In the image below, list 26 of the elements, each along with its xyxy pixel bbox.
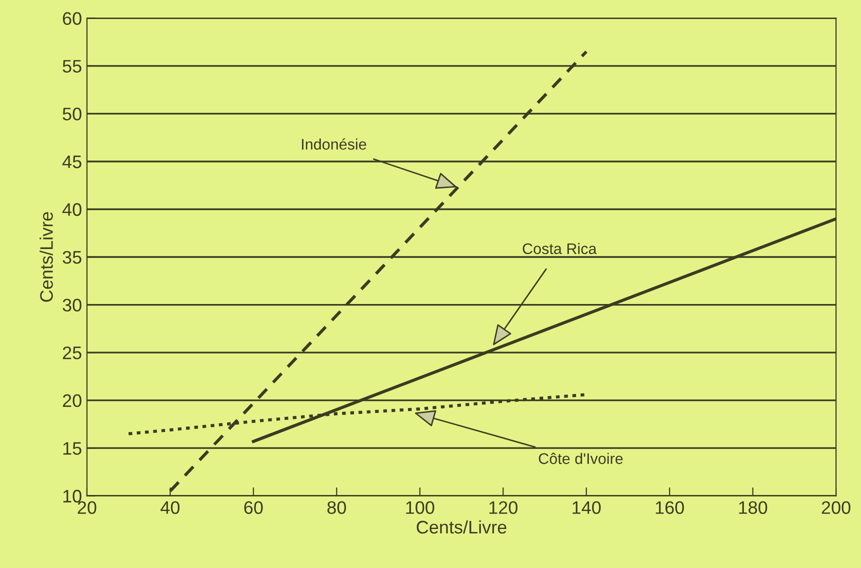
y-tick-label: 30: [62, 298, 82, 312]
x-tick-label: 80: [327, 501, 346, 514]
y-tick-label: 10: [63, 490, 82, 503]
y-tick-label: 35: [62, 250, 82, 264]
y-tick-label: 50: [62, 108, 82, 120]
annotation: Côte d'Ivoire: [538, 452, 623, 464]
x-tick-label: 40: [160, 501, 180, 514]
x-tick-label: 60: [244, 501, 263, 514]
y-tick-label: 60: [62, 12, 82, 25]
y-tick-label: 25: [62, 346, 82, 360]
annotation: Costa Rica: [522, 242, 597, 254]
x-tick-label: 100: [406, 501, 434, 514]
x-tick-label: 160: [656, 501, 684, 514]
y-tick-label: 15: [63, 442, 82, 455]
x-tick-label: 120: [489, 501, 518, 514]
y-tick-label: 40: [62, 203, 82, 216]
x-tick-label: 20: [78, 501, 96, 514]
annotation: Indonésie: [302, 138, 366, 150]
y-tick-label: 45: [62, 156, 82, 168]
y-tick-label: 20: [62, 394, 82, 408]
y-tick-label: 55: [62, 60, 82, 73]
x-tick-label: 200: [822, 501, 850, 514]
x-tick-label: 180: [739, 501, 768, 514]
y-axis-title: Cents/Livre: [40, 212, 53, 302]
x-tick-label: 140: [572, 501, 601, 514]
x-axis-title: Cents/Livre: [416, 520, 506, 534]
